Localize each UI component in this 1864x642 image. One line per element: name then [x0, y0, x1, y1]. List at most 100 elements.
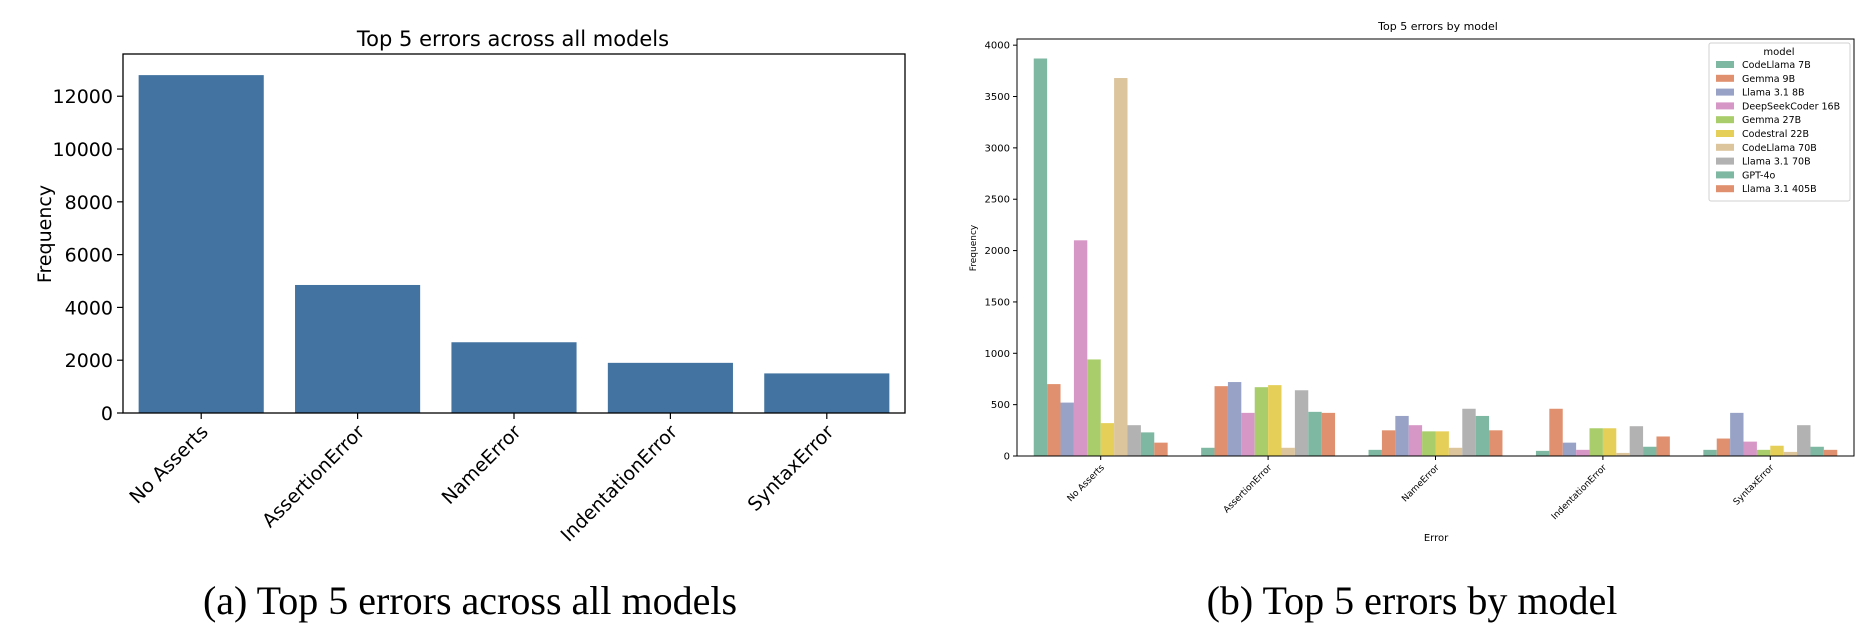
chart-a-y-tick-label: 0: [101, 403, 113, 425]
chart-b-legend-label: Llama 3.1 8B: [1742, 88, 1805, 99]
chart-b-legend-swatch: [1716, 102, 1734, 110]
chart-b-y-tick-label: 2000: [985, 246, 1010, 257]
chart-b-bar: [1716, 438, 1731, 456]
chart-b-y-tick-label: 3000: [985, 143, 1010, 154]
chart-b-bar: [1294, 390, 1309, 456]
chart-b-x-tick-label: AssertionError: [1222, 463, 1275, 516]
chart-b-legend-swatch: [1716, 143, 1734, 151]
chart-b-bar: [1810, 446, 1824, 456]
chart-b-legend-label: Llama 3.1 405B: [1742, 184, 1817, 195]
chart-b-bar: [1268, 385, 1282, 456]
chart-b-bar: [1448, 447, 1463, 456]
chart-b-bar: [1201, 447, 1215, 456]
chart-a-x-tick-label: AssertionError: [258, 421, 369, 532]
chart-b-bar: [1743, 441, 1757, 456]
chart-b-bar: [1629, 426, 1644, 456]
chart-b-bar: [1535, 450, 1550, 456]
chart-b-bar: [1475, 415, 1490, 456]
chart-b-legend-swatch: [1716, 130, 1734, 137]
chart-b-x-tick-label: SyntaxError: [1732, 463, 1777, 508]
chart-a-y-axis-label: Frequency: [34, 185, 56, 283]
chart-a-bars: [138, 75, 890, 413]
chart-b-x-ticks: No Asserts AssertionError NameError Indenta…: [1066, 456, 1777, 522]
chart-a: Top 5 errors across all models 0 2000 4000…: [34, 27, 906, 623]
chart-b-legend-label: Llama 3.1 70B: [1742, 157, 1811, 168]
chart-b-y-tick-label: 2500: [985, 195, 1010, 206]
chart-b-bar: [1549, 408, 1563, 456]
chart-b-bar: [1381, 430, 1396, 456]
chart-b-bar: [1100, 423, 1115, 456]
chart-b-bar: [1254, 387, 1269, 456]
chart-b-legend-label: Codestral 22B: [1742, 129, 1809, 140]
chart-a-x-ticks: No Asserts AssertionError NameError Indenta…: [125, 413, 838, 546]
chart-b-y-tick-label: 3500: [985, 92, 1010, 103]
chart-a-y-tick-label: 8000: [65, 192, 113, 214]
chart-b-bar: [1656, 436, 1670, 456]
chart-b-bar: [1395, 415, 1409, 456]
chart-a-x-tick-label: NameError: [438, 421, 526, 509]
chart-b-bar: [1823, 449, 1838, 456]
chart-b-x-tick-label: IndentationError: [1550, 463, 1609, 522]
chart-a-y-tick-label: 2000: [65, 350, 113, 372]
chart-b-bar: [1408, 425, 1423, 456]
chart-b-legend-swatch: [1716, 185, 1734, 193]
chart-b-x-tick-label: NameError: [1400, 463, 1442, 505]
chart-b-legend-swatch: [1716, 61, 1734, 68]
chart-b-legend-box: [1708, 42, 1851, 202]
chart-a-bar: [607, 362, 733, 413]
chart-a-bar: [764, 373, 890, 413]
chart-b-bar: [1422, 431, 1436, 456]
chart-b-legend-title: model: [1763, 47, 1794, 58]
chart-b-y-tick-label: 1000: [985, 349, 1010, 360]
chart-b: Top 5 errors by model 0 500 1000 1500 2000 25…: [969, 20, 1855, 623]
chart-b-bar: [1489, 430, 1503, 456]
chart-b-bar: [1783, 451, 1798, 456]
chart-b-bars: [1033, 58, 1838, 457]
chart-b-legend-label: CodeLlama 7B: [1742, 60, 1811, 71]
chart-b-bar: [1073, 240, 1088, 456]
chart-a-bar: [295, 284, 421, 413]
chart-b-y-tick-label: 500: [991, 400, 1010, 411]
chart-b-legend-swatch: [1716, 116, 1734, 124]
chart-b-bar: [1643, 446, 1657, 456]
chart-b-bar: [1154, 442, 1168, 456]
chart-a-x-tick-label: SyntaxError: [744, 421, 839, 516]
chart-b-y-tick-label: 4000: [985, 41, 1010, 52]
chart-b-bar: [1308, 411, 1322, 456]
chart-b-bar: [1047, 384, 1061, 456]
chart-b-bar: [1770, 445, 1784, 456]
chart-b-legend-label: Gemma 9B: [1742, 74, 1795, 85]
chart-b-bar: [1589, 428, 1603, 456]
chart-b-bar: [1562, 442, 1577, 456]
chart-a-bar: [138, 75, 264, 413]
chart-a-y-tick-label: 12000: [53, 86, 113, 108]
chart-b-bar: [1703, 449, 1717, 456]
chart-b-bar: [1033, 58, 1048, 457]
chart-b-legend-label: DeepSeekCoder 16B: [1742, 101, 1840, 112]
chart-b-bar: [1114, 78, 1128, 457]
chart-a-title: Top 5 errors across all models: [356, 27, 669, 51]
chart-a-y-tick-label: 4000: [65, 297, 113, 319]
chart-b-legend-swatch: [1716, 171, 1734, 179]
chart-b-x-tick-label: No Asserts: [1066, 463, 1107, 504]
chart-a-y-tick-label: 10000: [53, 139, 113, 161]
chart-a-caption: (a) Top 5 errors across all models: [203, 578, 737, 623]
chart-b-bar: [1140, 432, 1155, 456]
chart-b-bar: [1281, 447, 1295, 456]
chart-b-bar: [1060, 402, 1074, 456]
chart-b-legend: model CodeLlama 7B Gemma 9B Llama 3.1 8B De…: [1708, 42, 1851, 202]
chart-b-bar: [1087, 359, 1101, 456]
chart-b-y-axis-label: Frequency: [969, 224, 979, 271]
chart-a-y-ticks: 0 2000 4000 6000 8000 10000 12000: [53, 86, 123, 425]
chart-b-bar: [1227, 382, 1242, 456]
chart-b-bar: [1730, 412, 1744, 456]
chart-b-bar: [1756, 449, 1771, 456]
chart-b-bar: [1616, 452, 1630, 456]
chart-b-bar: [1321, 412, 1336, 456]
chart-b-y-tick-label: 1500: [985, 297, 1010, 308]
chart-b-bar: [1127, 425, 1141, 456]
chart-b-legend-items: CodeLlama 7B Gemma 9B Llama 3.1 8B DeepSeek…: [1716, 60, 1840, 195]
chart-b-bar: [1462, 408, 1476, 456]
chart-b-x-axis-label: Error: [1424, 533, 1449, 544]
